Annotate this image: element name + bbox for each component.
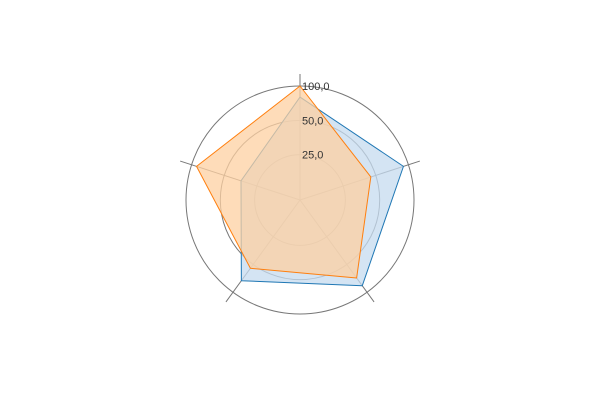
series-layer bbox=[196, 85, 404, 287]
series-1-area bbox=[196, 85, 372, 279]
r-tick-label-1: 50,0 bbox=[302, 115, 323, 127]
r-tick-label-2: 100,0 bbox=[302, 81, 330, 93]
tick-label-layer: 25,0 50,0 100,0 bbox=[302, 81, 330, 162]
r-tick-label-0: 25,0 bbox=[302, 150, 323, 162]
